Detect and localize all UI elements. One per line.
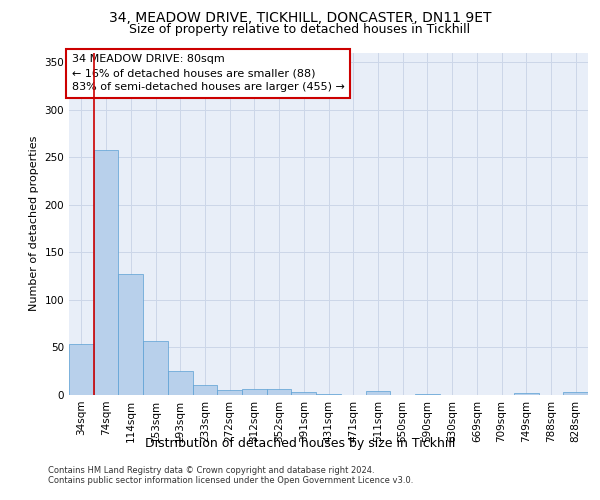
Bar [316,394,341,395]
Bar [365,391,390,395]
Text: Distribution of detached houses by size in Tickhill: Distribution of detached houses by size … [145,438,455,450]
Bar [94,150,118,395]
Bar [415,394,440,395]
Bar [143,341,168,395]
Bar [69,344,94,395]
Bar [267,390,292,395]
Y-axis label: Number of detached properties: Number of detached properties [29,136,39,312]
Bar [514,393,539,395]
Text: Size of property relative to detached houses in Tickhill: Size of property relative to detached ho… [130,22,470,36]
Bar [242,390,267,395]
Text: 34, MEADOW DRIVE, TICKHILL, DONCASTER, DN11 9ET: 34, MEADOW DRIVE, TICKHILL, DONCASTER, D… [109,11,491,25]
Bar [193,384,217,395]
Bar [118,274,143,395]
Bar [168,371,193,395]
Text: 34 MEADOW DRIVE: 80sqm
← 16% of detached houses are smaller (88)
83% of semi-det: 34 MEADOW DRIVE: 80sqm ← 16% of detached… [71,54,344,92]
Bar [563,392,588,395]
Bar [217,390,242,395]
Bar [292,392,316,395]
Text: Contains HM Land Registry data © Crown copyright and database right 2024.
Contai: Contains HM Land Registry data © Crown c… [48,466,413,485]
